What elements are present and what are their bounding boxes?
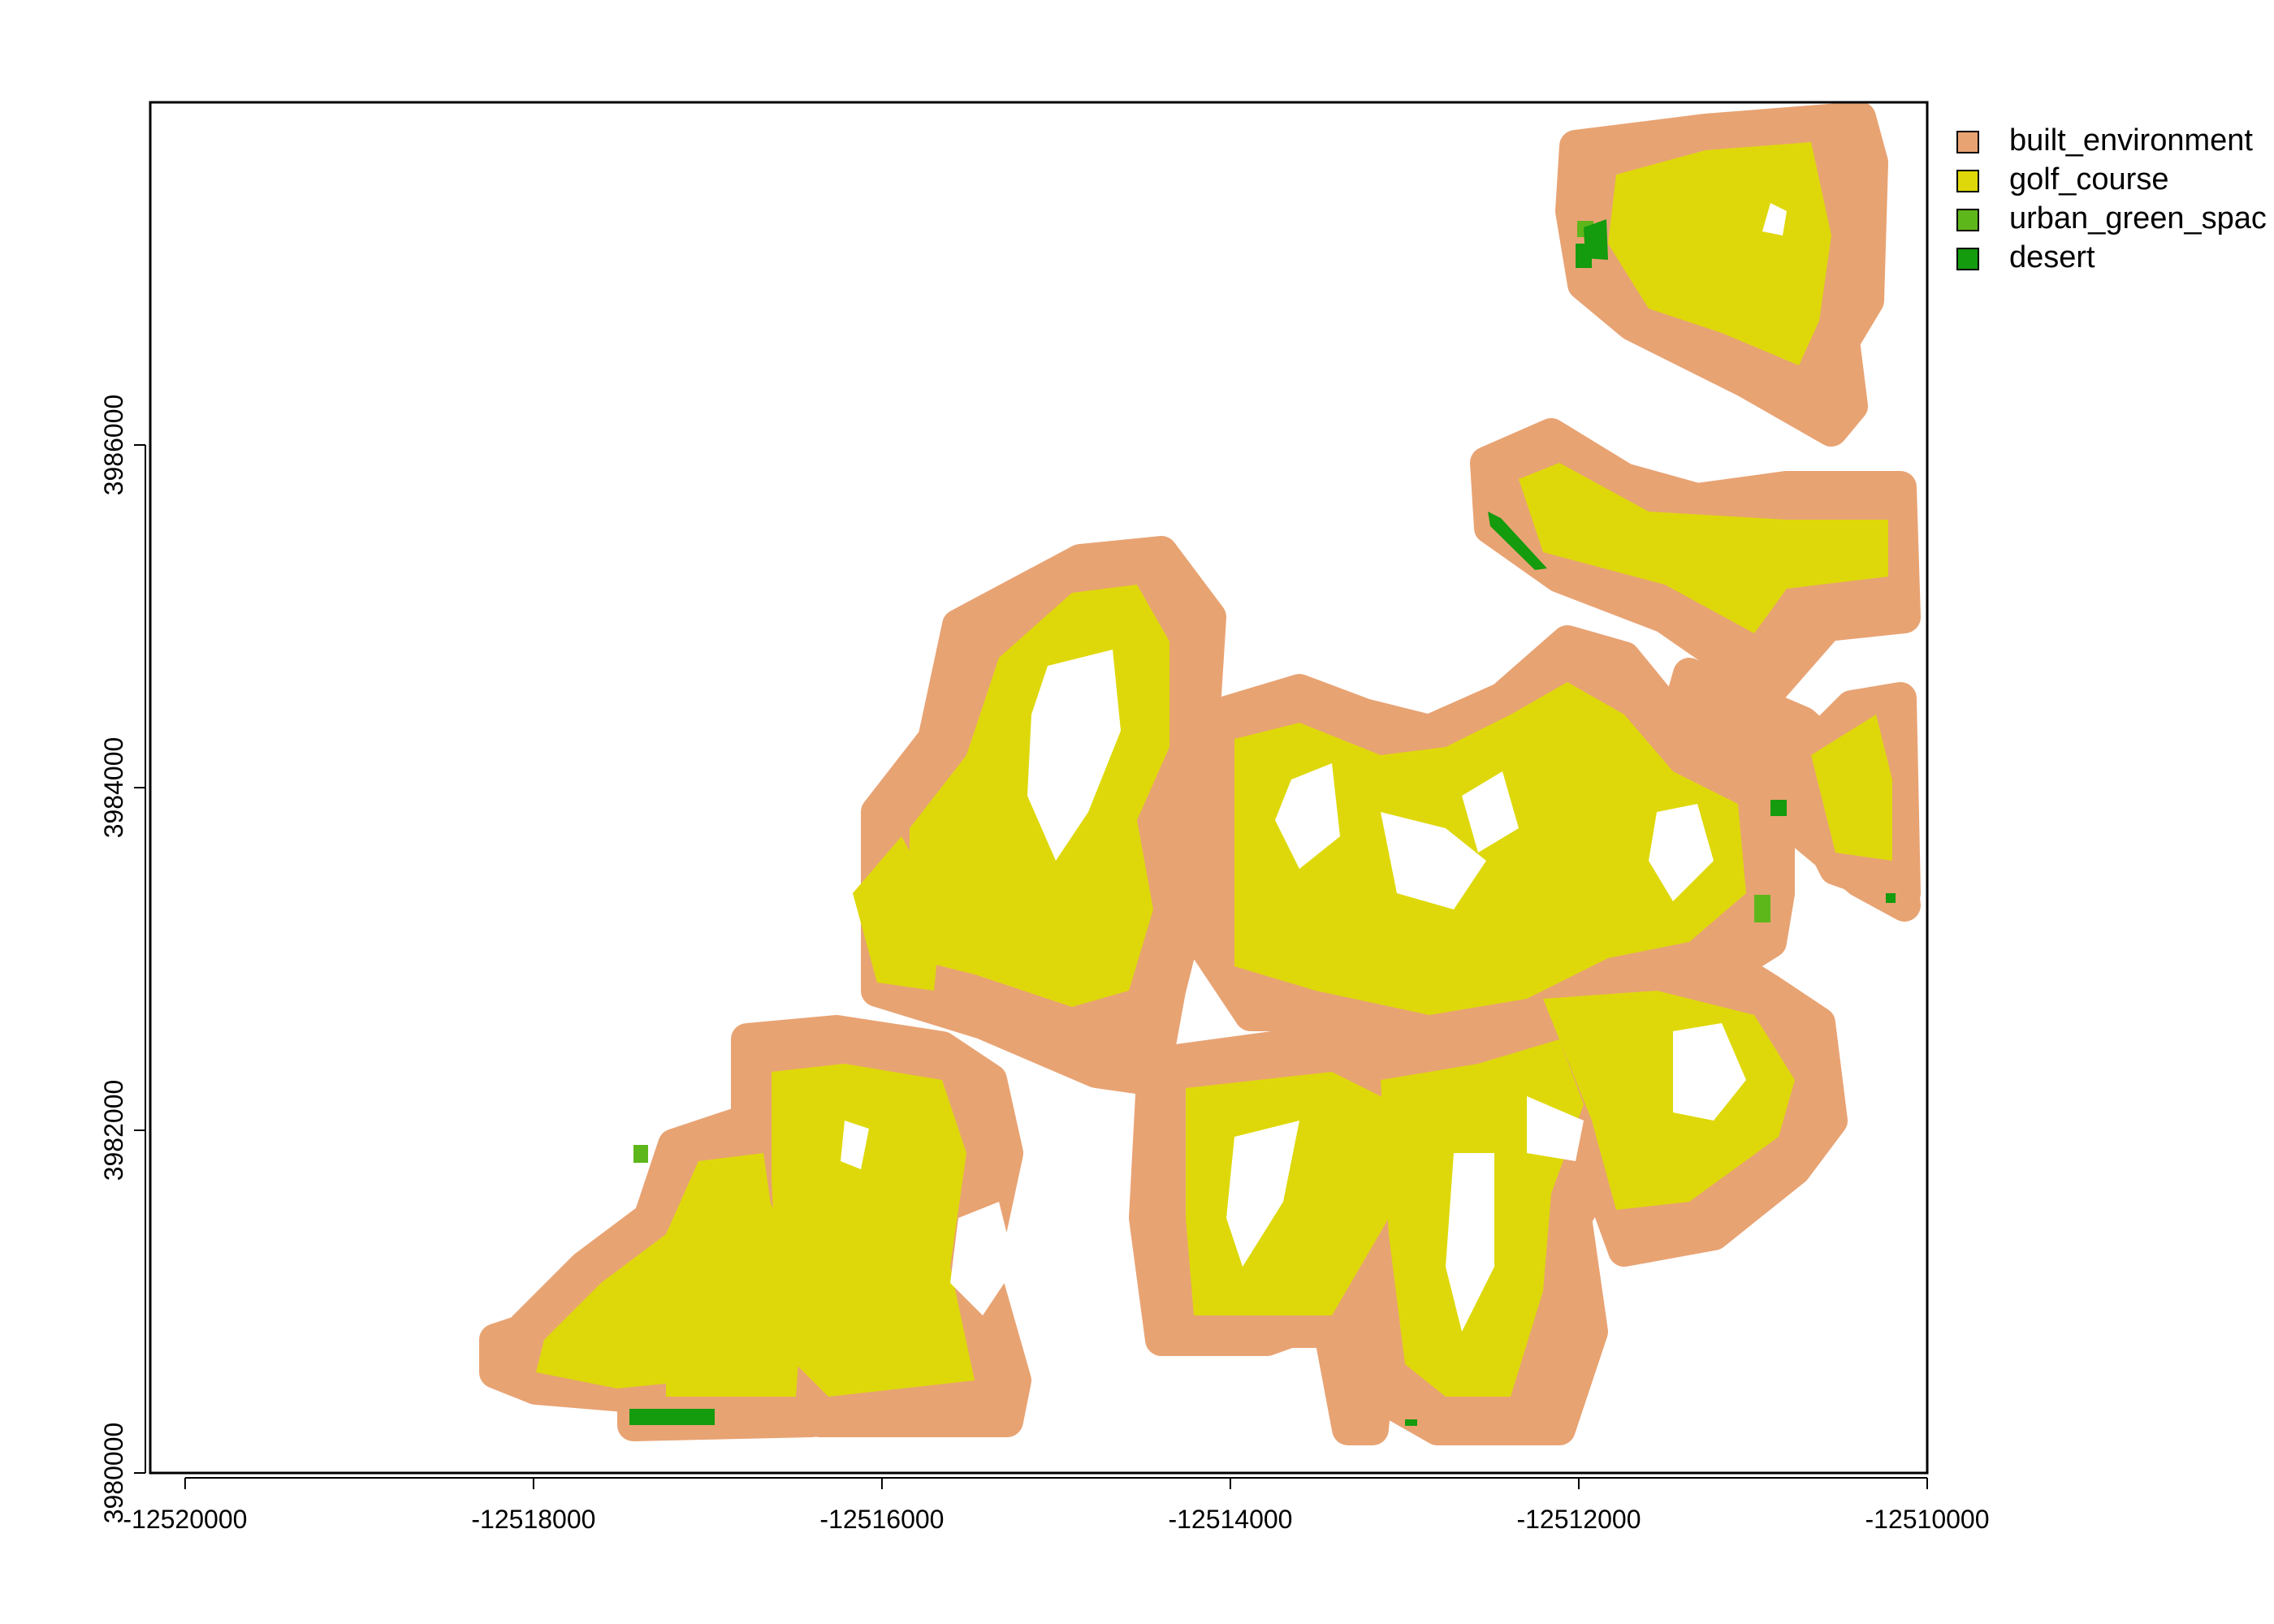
y-tick-label: 3982000 (99, 1080, 128, 1181)
hole-patch-2 (1275, 763, 1340, 869)
x-tick-label: -12520000 (123, 1505, 247, 1534)
y-axis: 3980000 3982000 3984000 3986000 (99, 395, 146, 1524)
desert-patches (629, 219, 1896, 1426)
desert-patch-5 (1770, 800, 1787, 816)
x-tick-label: -12514000 (1168, 1505, 1292, 1534)
y-tick-label: 3980000 (99, 1423, 128, 1524)
x-tick-label: -12518000 (471, 1505, 595, 1534)
urban-green-space-patches (633, 221, 1770, 1163)
legend-label-built_environment: built_environment (2009, 123, 2253, 158)
golf-course-patch-1 (1608, 142, 1831, 365)
golf-course-patch-12 (853, 836, 942, 991)
y-tick-label: 3984000 (99, 737, 128, 839)
legend-swatch-golf_course (1956, 170, 1979, 192)
legend-label-urban_green_spac: urban_green_spac (2009, 201, 2267, 235)
urban-green-space-patch-3 (633, 1145, 648, 1163)
hole-patch-10 (1527, 1096, 1584, 1161)
land-cover-raster (479, 102, 1921, 1445)
desert-patch-2 (1576, 244, 1592, 268)
golf-course-areas (536, 142, 1892, 1397)
legend-swatch-urban_green_spac (1956, 209, 1979, 231)
legend-swatch-desert (1956, 248, 1979, 270)
golf-course-patch-8 (772, 1064, 975, 1397)
desert-patch-6 (1886, 893, 1896, 903)
hole-patch-11 (1762, 203, 1787, 235)
unclassified-holes (841, 203, 1787, 1332)
desert-patch-4 (1488, 512, 1547, 570)
legend: built_environment golf_course urban_green_… (1956, 123, 2267, 274)
plot-frame (149, 101, 1929, 1475)
hole-patch-9 (950, 1202, 1015, 1315)
hole-patch-7 (1446, 1153, 1494, 1332)
x-tick-label: -12516000 (819, 1505, 944, 1534)
x-tick-label: -12510000 (1865, 1505, 1989, 1534)
legend-swatch-built_environment (1956, 131, 1979, 153)
hole-patch-3 (1381, 812, 1486, 909)
y-tick-label: 3986000 (99, 395, 128, 496)
hole-patch-6 (1226, 1121, 1299, 1267)
hole-patch-1 (1027, 650, 1121, 861)
golf-course-patch-4 (1234, 682, 1746, 1015)
hole-patch-5 (1649, 804, 1714, 901)
desert-patch-3 (629, 1409, 715, 1425)
urban-green-space-patch-2 (1754, 895, 1770, 922)
golf-course-patch-10 (666, 1186, 804, 1397)
golf-course-patch-2 (1519, 463, 1888, 633)
hole-patch-8 (1673, 1023, 1746, 1121)
hole-patch-4 (1462, 771, 1519, 853)
hole-patch-12 (841, 1121, 869, 1169)
legend-label-desert: desert (2009, 240, 2095, 274)
x-tick-label: -12512000 (1516, 1505, 1641, 1534)
legend-label-golf_course: golf_course (2009, 162, 2168, 197)
desert-patch-8 (1405, 1419, 1417, 1426)
golf-course-patch-11 (1811, 715, 1892, 861)
golf-course-patch-7 (1543, 991, 1795, 1210)
x-axis: -12520000 -12518000 -12516000 -12514000 -125… (123, 1477, 1990, 1534)
